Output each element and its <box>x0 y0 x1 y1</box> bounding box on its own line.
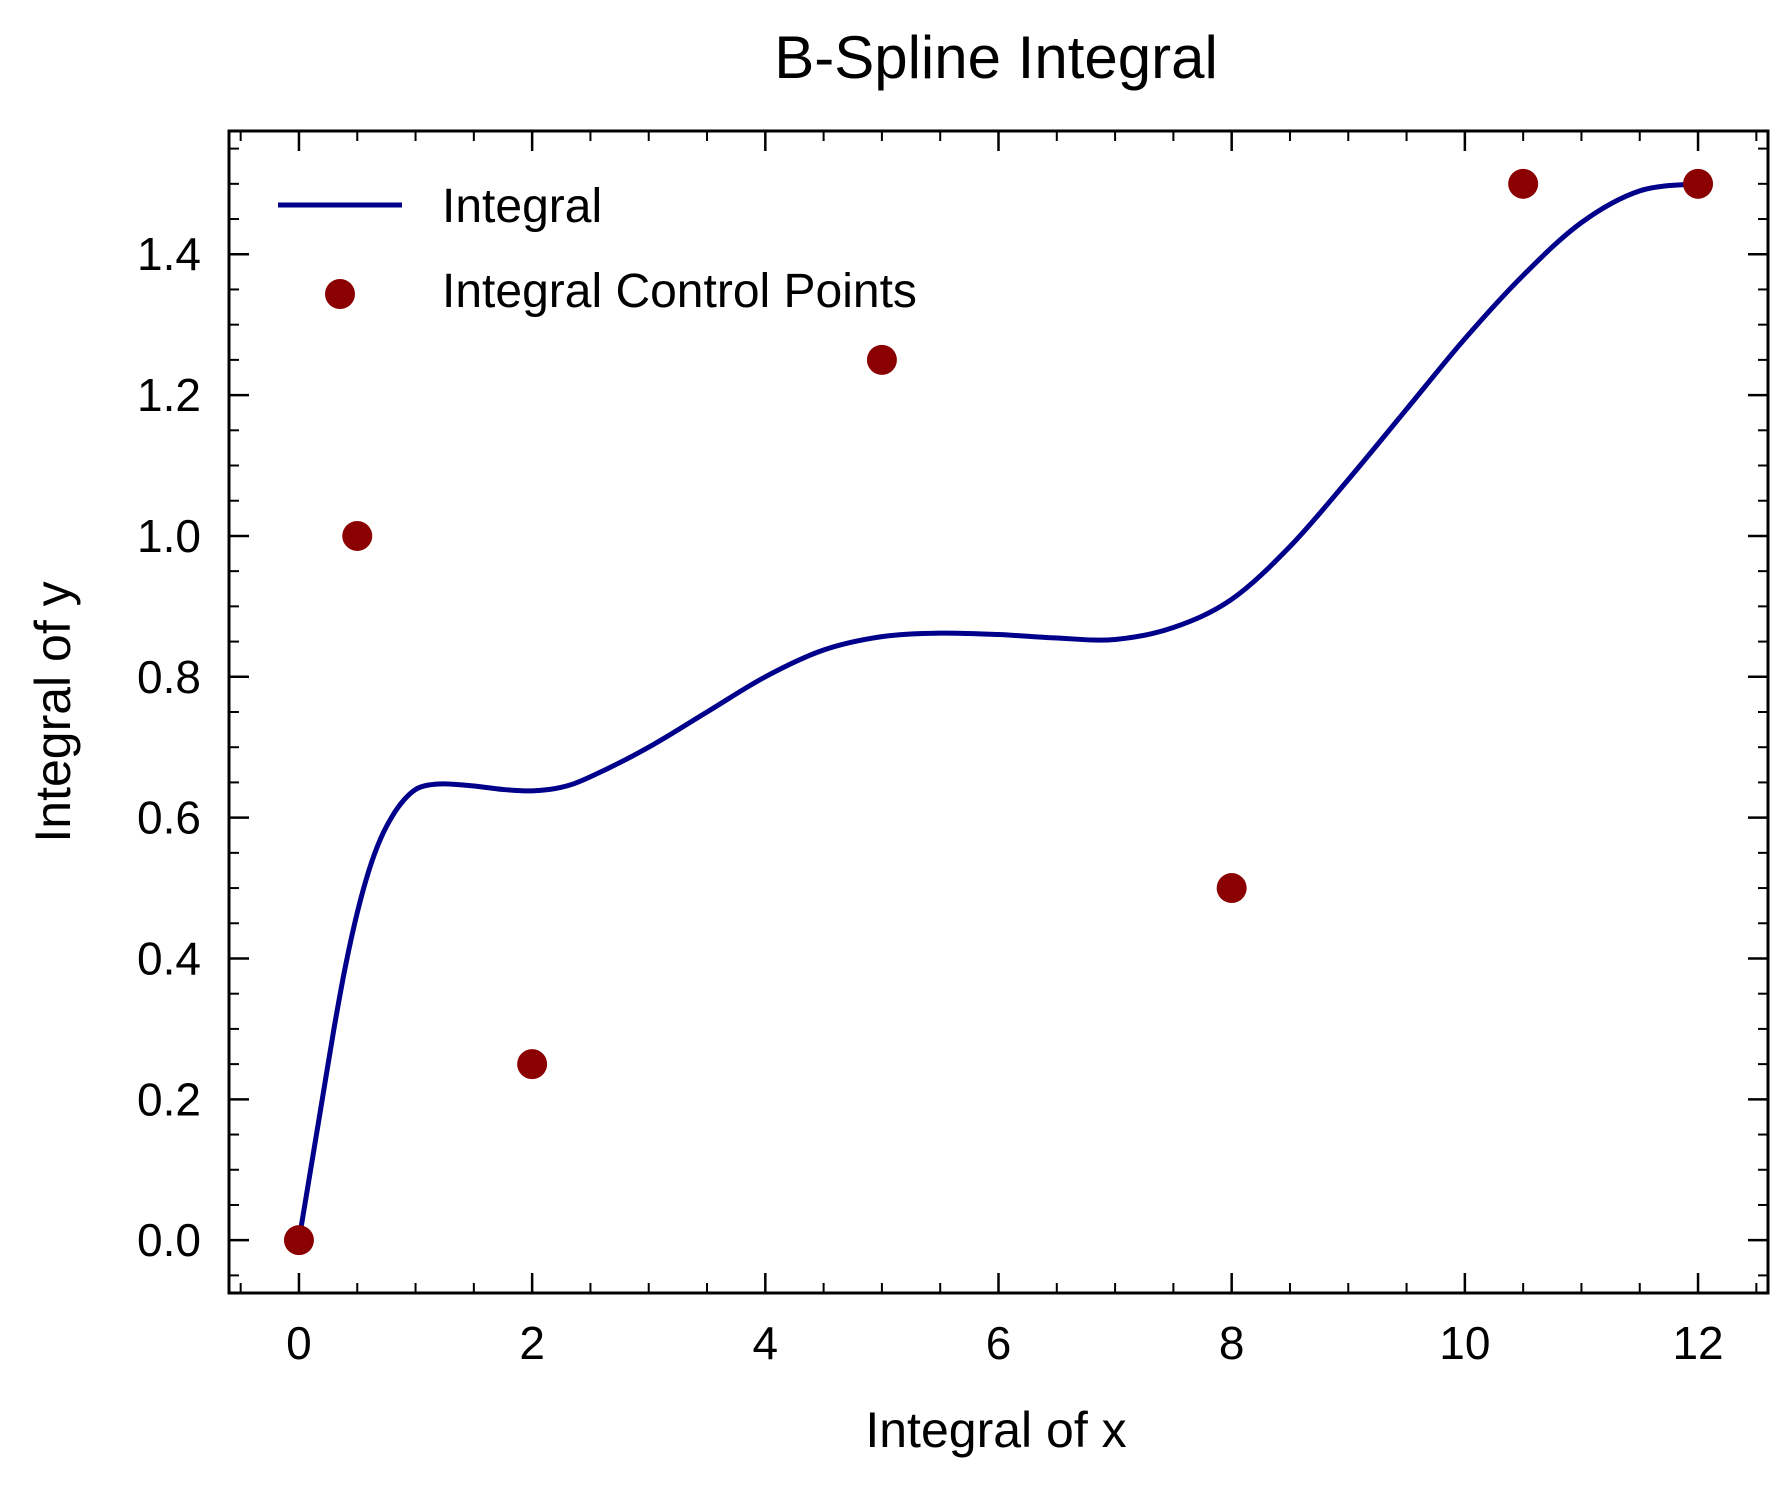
y-tick-label: 1.2 <box>137 369 201 421</box>
control-point <box>1508 168 1539 199</box>
y-tick-label: 0.0 <box>137 1214 201 1266</box>
x-tick-label: 0 <box>286 1317 312 1369</box>
x-tick-label: 10 <box>1439 1317 1490 1369</box>
minor-ticks <box>229 131 1768 1293</box>
y-tick-label: 0.6 <box>137 792 201 844</box>
control-point <box>283 1225 314 1256</box>
control-point <box>1683 168 1714 199</box>
legend-label-integral: Integral <box>442 180 602 233</box>
y-axis-label: Integral of y <box>25 581 81 842</box>
tick-labels: 0 2 4 6 8 10 12 0.0 0.2 0.4 0.6 0.8 1.0 1.2 1.4 <box>137 228 1724 1369</box>
y-tick-label: 0.4 <box>137 932 201 984</box>
series-line-integral <box>296 181 1699 1241</box>
control-point <box>1216 873 1247 904</box>
y-tick-label: 1.0 <box>137 510 201 562</box>
chart-title: B-Spline Integral <box>774 24 1218 91</box>
x-tick-label: 2 <box>519 1317 545 1369</box>
x-tick-label: 8 <box>1219 1317 1245 1369</box>
y-tick-label: 0.8 <box>137 651 201 703</box>
series-layer <box>283 168 1714 1256</box>
y-tick-label: 1.4 <box>137 228 201 280</box>
y-tick-label: 0.2 <box>137 1073 201 1125</box>
major-ticks <box>229 131 1768 1293</box>
x-axis-label: Integral of x <box>865 1402 1126 1458</box>
x-tick-label: 12 <box>1672 1317 1723 1369</box>
plot-frame <box>227 129 1770 1295</box>
legend-label-control-points: Integral Control Points <box>442 265 917 318</box>
control-point <box>866 344 897 375</box>
legend-point-swatch <box>325 279 355 309</box>
x-tick-label: 4 <box>753 1317 779 1369</box>
control-point <box>342 520 373 551</box>
x-tick-label: 6 <box>986 1317 1012 1369</box>
control-point <box>517 1049 548 1080</box>
legend: Integral Integral Control Points <box>278 180 917 318</box>
